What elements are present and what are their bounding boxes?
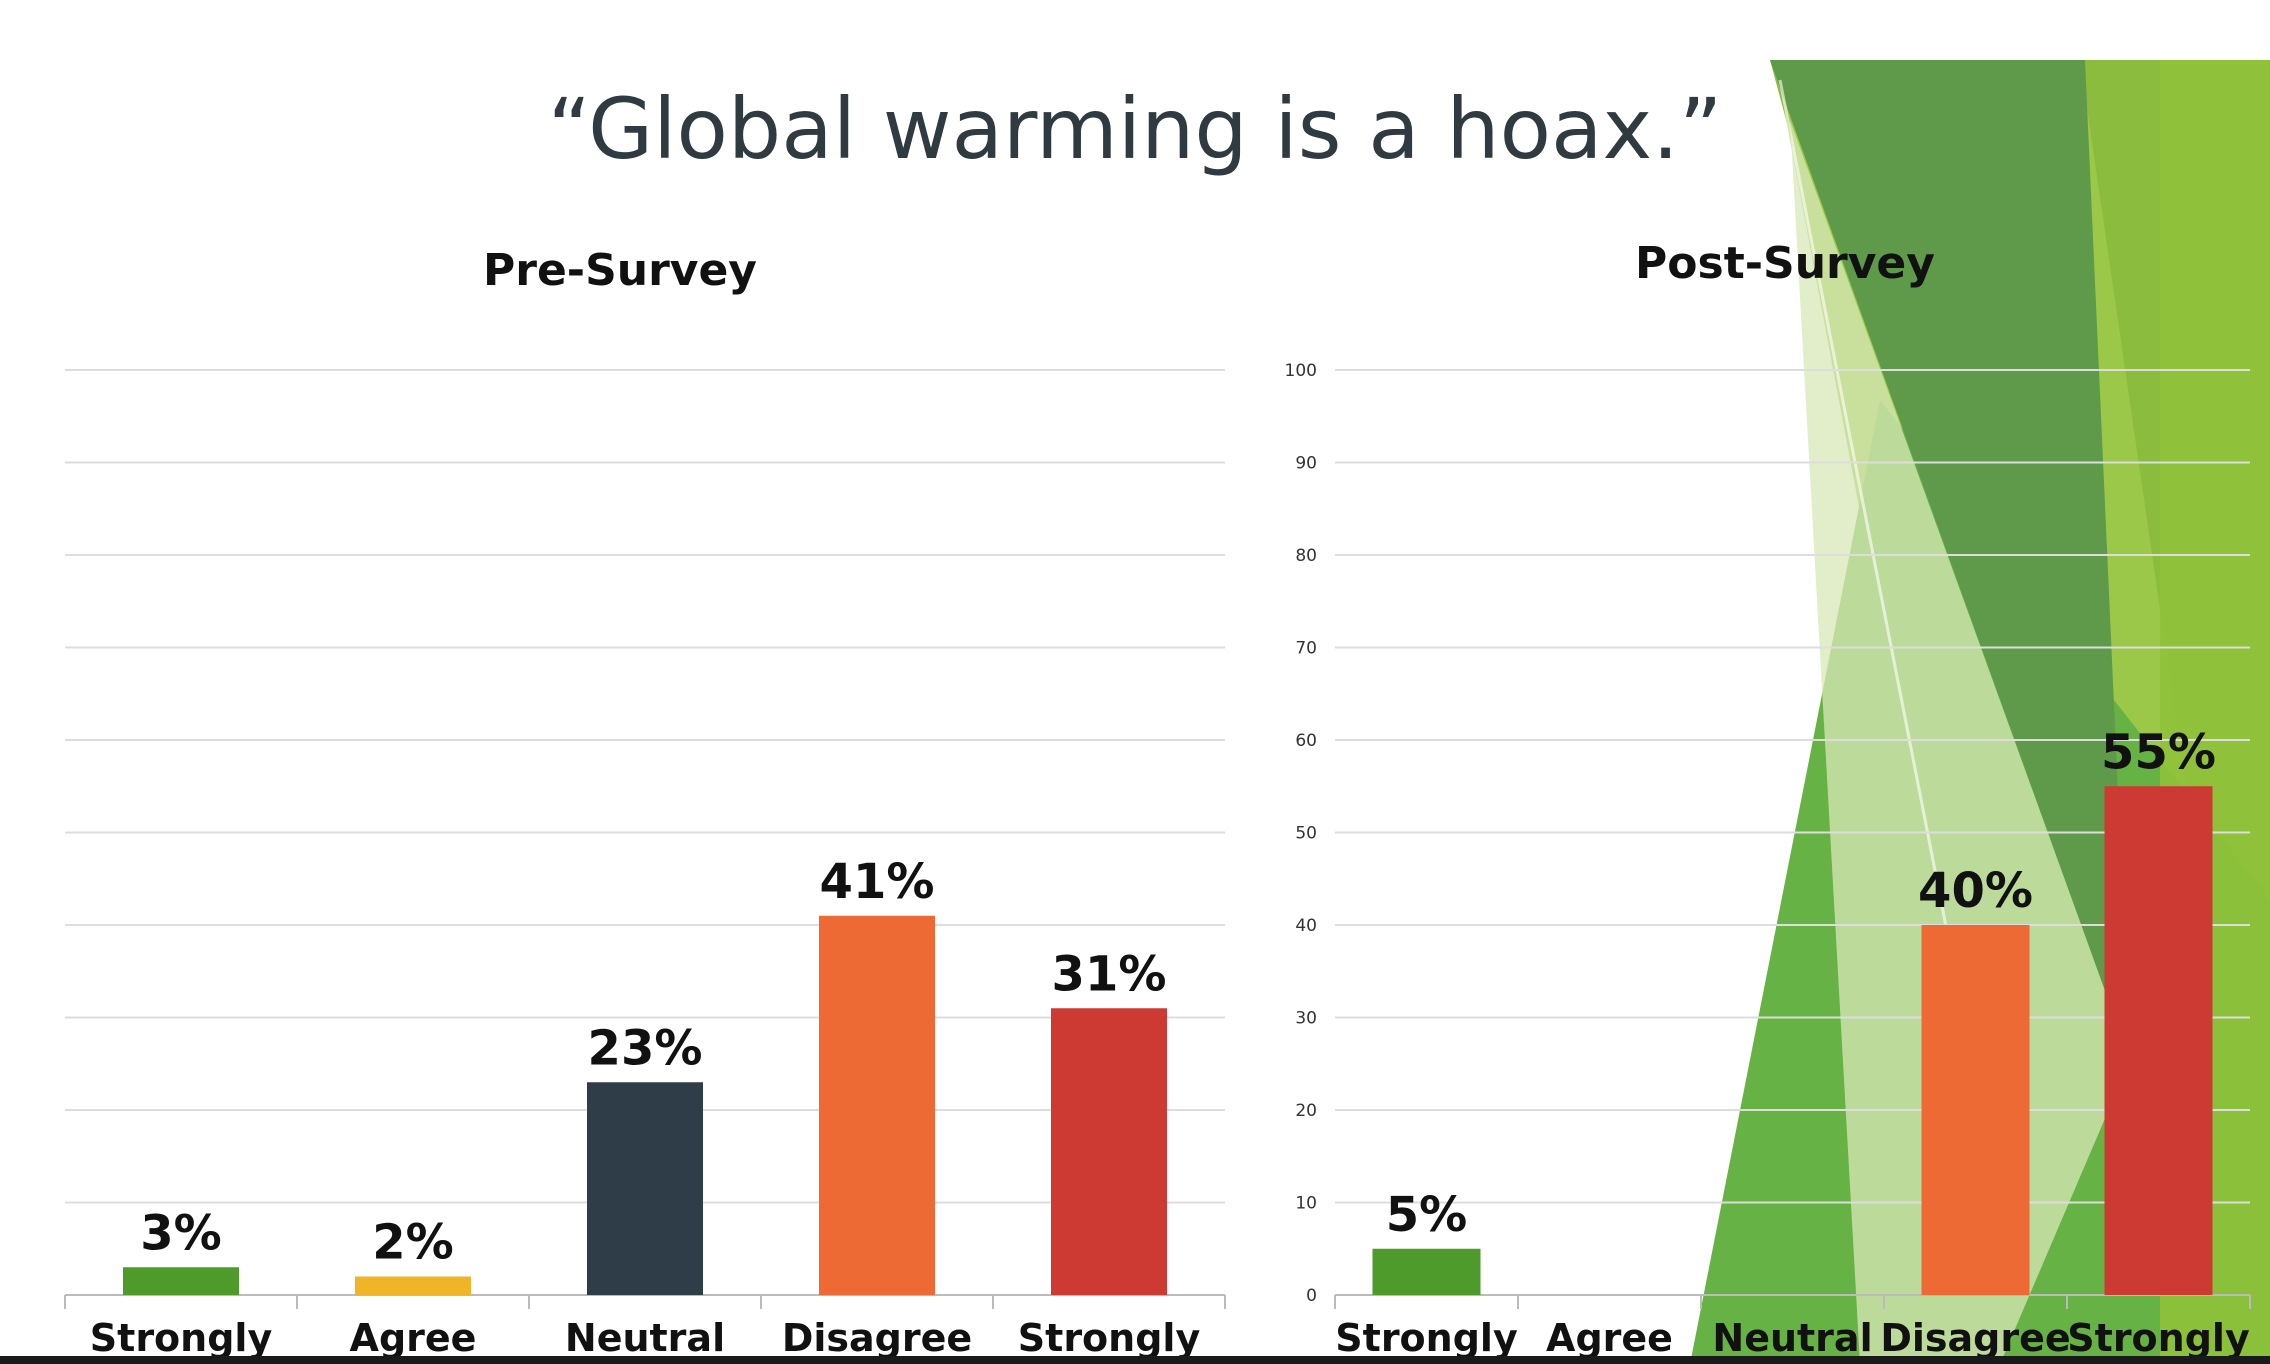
slide-title: “Global warming is a hoax.” — [547, 80, 1723, 178]
data-label: 2% — [372, 1215, 454, 1271]
category-label-line: Agree — [350, 1316, 477, 1360]
data-label: 3% — [140, 1205, 222, 1261]
category-label: StronglyDisagree — [1014, 1316, 1204, 1364]
bar-strongly-disagree — [1051, 1008, 1167, 1295]
y-tick-label: 10 — [1295, 1194, 1317, 1214]
category-label: Neutral — [565, 1316, 725, 1360]
bar-strongly-agree — [123, 1267, 239, 1295]
bar-disagree — [1921, 925, 2030, 1295]
pre-survey-title: Pre-Survey — [483, 245, 757, 296]
bar-strongly-disagree — [2104, 786, 2213, 1295]
category-label: Disagree — [1880, 1316, 2070, 1360]
category-label-line: Disagree — [782, 1316, 972, 1360]
y-tick-label: 30 — [1295, 1009, 1317, 1029]
y-tick-label: 70 — [1295, 639, 1317, 659]
category-label-line: Strongly — [1335, 1316, 1518, 1360]
y-tick-label: 20 — [1295, 1101, 1317, 1121]
category-label-line: Neutral — [1712, 1316, 1872, 1360]
post-survey-title: Post-Survey — [1635, 238, 1935, 289]
bar-agree — [355, 1276, 471, 1295]
y-tick-label: 50 — [1295, 824, 1317, 844]
category-label-line: Strongly — [1018, 1316, 1201, 1360]
bar-neutral — [587, 1082, 703, 1295]
category-label: Agree — [1546, 1316, 1673, 1360]
data-label: 31% — [1052, 946, 1167, 1002]
data-label: 41% — [820, 854, 935, 910]
data-label: 40% — [1918, 863, 2033, 919]
category-label-line: Strongly — [2067, 1316, 2250, 1360]
deco-triangle-4 — [1770, 60, 2130, 1060]
deco-triangle-5 — [1790, 120, 2130, 1364]
category-label: Neutral — [1712, 1316, 1872, 1360]
y-tick-label: 0 — [1306, 1286, 1317, 1306]
data-label: 23% — [588, 1020, 703, 1076]
category-label-line: Agree — [1546, 1316, 1673, 1360]
category-label: Disagree — [782, 1316, 972, 1360]
y-tick-label: 100 — [1285, 361, 1317, 381]
category-label: StronglyDisagree — [2063, 1316, 2253, 1364]
y-tick-label: 40 — [1295, 916, 1317, 936]
y-tick-label: 90 — [1295, 454, 1317, 474]
y-tick-label: 60 — [1295, 731, 1317, 751]
category-label-line: Neutral — [565, 1316, 725, 1360]
data-label: 5% — [1386, 1187, 1468, 1243]
data-label: 55% — [2101, 724, 2216, 780]
category-label-line: Disagree — [1880, 1316, 2070, 1360]
slide-bottom-border — [0, 1356, 2270, 1364]
category-label: Agree — [350, 1316, 477, 1360]
bar-strongly-agree — [1372, 1248, 1481, 1295]
category-label-line: Strongly — [90, 1316, 273, 1360]
y-tick-label: 80 — [1295, 546, 1317, 566]
bar-disagree — [819, 915, 935, 1295]
